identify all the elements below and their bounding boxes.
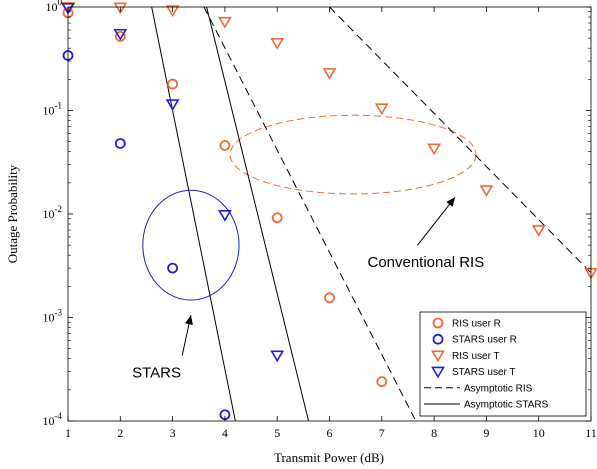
x-tick-label: 4: [222, 426, 228, 440]
legend-label: RIS user R: [452, 319, 501, 330]
x-axis-label: Transmit Power (dB): [274, 450, 384, 465]
data-point: [322, 68, 337, 80]
y-tick-label: 10-3: [43, 308, 63, 325]
x-tick-label: 7: [379, 426, 385, 440]
y-axis-label: Outage Probability: [5, 164, 20, 263]
axis-ticks: [67, 6, 592, 422]
x-tick-label: 2: [117, 426, 123, 440]
x-tick-label: 10: [533, 426, 545, 440]
data-point: [270, 37, 285, 50]
annotation-label: STARS: [132, 365, 181, 382]
data-point: [218, 16, 232, 29]
data-point: [376, 376, 388, 388]
asymptote-lines: [151, 6, 592, 422]
legend-marker: [431, 350, 445, 363]
legend-label: STARS user T: [452, 367, 516, 378]
annotations-layer: [142, 114, 477, 356]
y-tick-exponent: -4: [55, 411, 63, 421]
y-tick-exponent: -3: [55, 308, 63, 318]
series-line: [206, 6, 310, 422]
x-tick-label: 1: [65, 426, 71, 440]
data-point: [218, 209, 232, 222]
data-point: [113, 2, 128, 15]
y-tick-base: 10: [46, 0, 58, 14]
legend-label: Asymptotic STARS: [464, 400, 549, 411]
legend-label: STARS user R: [452, 335, 517, 346]
series-line: [329, 6, 592, 274]
y-tick-exponent: -2: [55, 204, 63, 214]
y-tick-base: 10: [43, 311, 55, 325]
legend-label: Asymptotic RIS: [464, 383, 533, 394]
data-point: [427, 143, 441, 156]
data-point: [113, 28, 128, 41]
series-line: [151, 6, 236, 422]
data-point: [374, 103, 389, 116]
data-markers: [61, 2, 597, 421]
x-tick-label: 8: [431, 426, 437, 440]
data-point: [165, 99, 180, 112]
y-tick-base: 10: [43, 207, 55, 221]
legend-box: [419, 311, 587, 417]
data-point: [114, 138, 126, 149]
y-tick-label: 10-4: [43, 411, 63, 428]
data-point: [479, 185, 494, 197]
data-point: [167, 262, 179, 274]
annotation-label: Conventional RIS: [367, 254, 484, 271]
legend-marker: [432, 333, 444, 345]
legend-label: RIS user T: [452, 351, 500, 362]
legend: RIS user R STARS user R RIS user T STARS us…: [419, 311, 587, 417]
annotation-ellipse: [142, 189, 240, 301]
data-point: [531, 225, 546, 237]
x-tick-label: 3: [170, 426, 176, 440]
y-tick-label: 100: [46, 0, 63, 14]
data-point: [114, 30, 126, 42]
x-tick-label: 9: [483, 426, 489, 440]
annotation-labels: STARS Conventional RIS: [132, 254, 484, 381]
y-tick-exponent: 0: [58, 0, 63, 7]
legend-marker: [432, 317, 444, 329]
x-tick-labels: 1 2 3 4 5 6 7 8 9 10 11: [65, 426, 597, 440]
annotation-ellipse: [229, 114, 477, 195]
x-tick-label: 5: [274, 426, 280, 440]
x-tick-label: 6: [327, 426, 333, 440]
data-point: [270, 350, 285, 363]
data-point: [61, 2, 75, 15]
annotation-arrow-head: [185, 315, 193, 325]
data-point: [167, 78, 179, 90]
data-point: [271, 212, 283, 224]
y-tick-base: 10: [43, 414, 55, 428]
data-point: [324, 292, 335, 304]
x-tick-label: 11: [585, 426, 597, 440]
y-tick-base: 10: [43, 104, 55, 118]
y-tick-label: 10-2: [43, 204, 63, 221]
data-point: [219, 140, 231, 151]
y-tick-label: 10-1: [43, 101, 63, 118]
data-point: [165, 5, 180, 18]
y-tick-exponent: -1: [55, 101, 63, 111]
annotation-arrow-head: [446, 197, 456, 207]
legend-marker: [431, 366, 445, 379]
annotation-arrow-shaft: [417, 196, 456, 246]
